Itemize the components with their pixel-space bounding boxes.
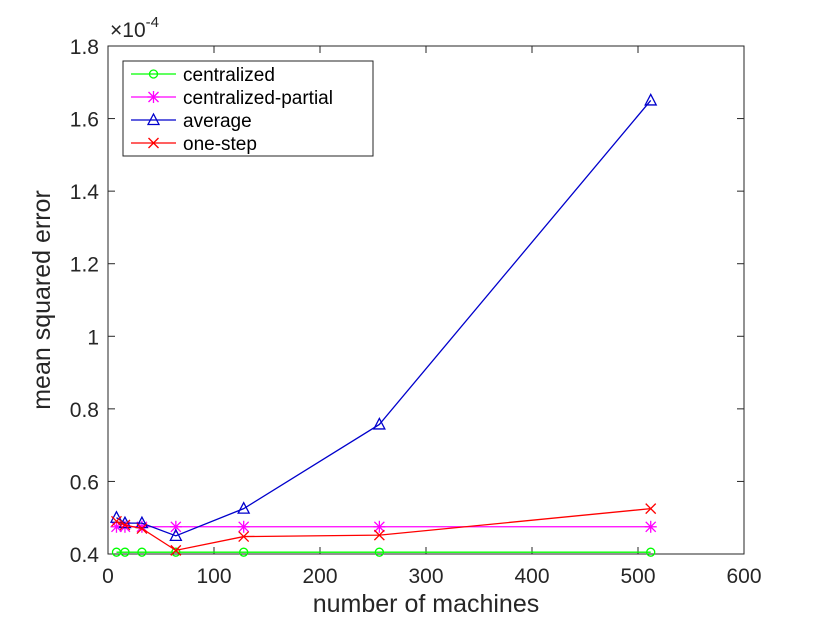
y-tick-label: 1 xyxy=(87,326,99,349)
data-point xyxy=(135,515,149,529)
y-scale-power: -4 xyxy=(146,14,159,31)
data-point xyxy=(646,547,656,557)
data-point xyxy=(644,520,657,533)
data-point xyxy=(373,520,386,533)
data-point xyxy=(119,519,131,531)
x-tick-label: 500 xyxy=(620,565,655,588)
y-tick-label: 0.6 xyxy=(70,471,99,494)
y-axis-label: mean squared error xyxy=(28,190,56,410)
y-tick-label: 1.4 xyxy=(70,181,100,204)
legend-marker xyxy=(147,91,160,103)
series-centralized-partial xyxy=(110,520,657,533)
data-point xyxy=(170,544,182,556)
data-point xyxy=(237,501,251,514)
series-one-step xyxy=(111,503,657,556)
legend-marker xyxy=(148,69,159,79)
data-point xyxy=(136,523,148,535)
x-tick-label: 0 xyxy=(102,565,114,588)
series-layer xyxy=(109,93,658,557)
data-point xyxy=(645,503,657,515)
y-tick-label: 1.6 xyxy=(70,109,99,132)
legend-box xyxy=(122,60,374,157)
data-point xyxy=(169,528,183,542)
legend-label: one-step xyxy=(183,134,257,155)
x-tick-label: 400 xyxy=(514,565,549,588)
x-tick-label: 300 xyxy=(408,565,443,588)
legend-item: one-step xyxy=(131,134,257,155)
legend-marker xyxy=(146,112,161,126)
series-centralized xyxy=(111,547,656,557)
y-tick-label: 0.8 xyxy=(70,399,99,422)
legend-label: centralized xyxy=(183,65,275,86)
data-point xyxy=(372,417,386,430)
y-scale-exponent: ×10-4 xyxy=(110,14,159,42)
data-point xyxy=(374,547,385,557)
data-point xyxy=(237,520,250,533)
y-tick-label: 1.8 xyxy=(70,36,99,59)
y-tick-labels: 0.4 0.6 0.8 1 1.2 1.4 1.6 1.8 xyxy=(70,36,100,567)
x-tick-label: 200 xyxy=(302,565,337,588)
data-point xyxy=(171,547,181,557)
x-tick-label: 100 xyxy=(196,565,231,588)
y-tick-label: 1.2 xyxy=(70,254,99,277)
data-point xyxy=(239,547,249,557)
legend-marker xyxy=(148,137,159,149)
data-point xyxy=(137,547,147,557)
x-axis-label: number of machines xyxy=(313,590,540,618)
legend: centralizedcentralized-partialaverageone… xyxy=(122,60,374,157)
y-tick-label: 0.4 xyxy=(70,544,100,567)
series-line xyxy=(116,100,652,537)
data-point xyxy=(111,515,122,527)
y-scale-base: ×10 xyxy=(110,19,146,42)
x-tick-label: 600 xyxy=(726,565,761,588)
data-point xyxy=(644,93,658,106)
data-point xyxy=(120,547,130,557)
legend-item: centralized-partial xyxy=(131,88,333,109)
data-point xyxy=(373,529,385,541)
legend-item: average xyxy=(131,111,252,132)
legend-label: centralized-partial xyxy=(183,88,333,109)
legend-label: average xyxy=(183,111,252,132)
series-average xyxy=(109,93,658,542)
legend-item: centralized xyxy=(131,65,275,86)
x-tick-labels: 0 100 200 300 400 500 600 xyxy=(102,565,761,588)
data-point xyxy=(238,531,250,543)
